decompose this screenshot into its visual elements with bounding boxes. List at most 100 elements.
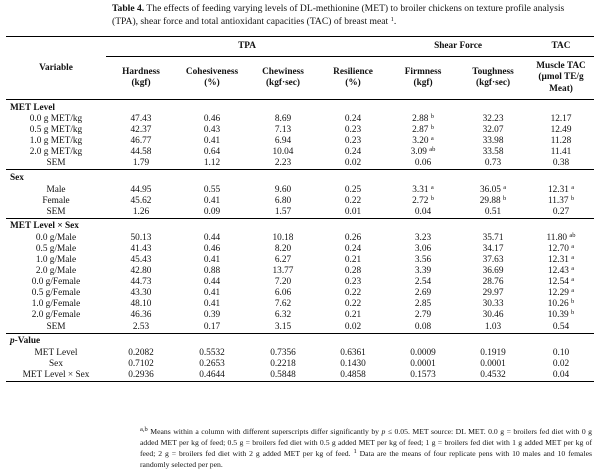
table-cell: 2.54 [414,277,432,288]
table-cell: 29.97 [482,288,504,299]
table-cell: 0.25 [344,184,362,195]
table-cell: 0.21 [344,254,362,265]
table-cell: 11.41 [550,147,572,158]
section-header: p-Value [6,332,595,348]
table-cell: 0.41 [203,195,221,206]
table-cell: 1.79 [132,158,150,169]
table-cell: 0.0001 [480,358,506,369]
caption-text: The effects of feeding varying levels of… [112,3,565,27]
table-cell: 0.2218 [270,358,296,369]
table-cell: 0.43 [203,125,221,136]
table-cell: 0.02 [344,158,362,169]
table-cell: 0.46 [203,114,221,125]
table-cell: 0.2936 [106,369,176,382]
table-cell: 2.69 [414,288,432,299]
header-column: Firmness (kgf) [388,56,459,100]
table-cell: 12.43 a [547,265,575,277]
table-cell: 46.36 [130,310,152,321]
table-row: SEM 1.26 0.09 1.57 0.01 0.04 0.51 0.27 [6,207,594,219]
significance-superscript: ab [569,231,576,239]
header-column: Cohesiveness (%) [176,56,248,100]
table-cell: 2.53 [132,321,150,332]
significance-superscript: a [571,253,575,261]
table-cell: 6.32 [274,310,292,321]
table-row: 2.0 g/Male 42.80 0.88 13.77 0.28 3.39 36.69 12.… [6,265,594,277]
table-cell: 0.41 [203,254,221,265]
table-cell: 1.03 [484,321,502,332]
row-label: 1.0 g/Female [31,299,81,310]
significance-superscript: b [430,194,434,202]
table-cell: 0.23 [344,277,362,288]
table-cell: 3.06 [414,243,432,254]
table-cell: 12.29 a [547,287,575,299]
table-cell: 0.26 [344,232,362,243]
section-title: MET Level [6,99,595,114]
section-header: MET Level [6,99,595,114]
table-cell: 13.77 [272,266,294,277]
table-row: 1.0 g MET/kg 46.77 0.41 6.94 0.23 3.20 a 33.98… [6,135,594,147]
row-label: 0.0 g MET/kg [29,114,83,125]
header-column-row: Hardness (kgf) Cohesiveness (%) Chewiness (kg… [6,56,595,100]
table-cell: 28.76 [482,277,504,288]
header-group-tac: TAC [528,36,595,57]
header-variable: Variable [6,36,106,100]
significance-superscript: ab [429,146,436,154]
table-row: 0.0 g/Female 44.73 0.44 7.20 0.23 2.54 28.76 12… [6,276,594,288]
table-row: 2.0 g MET/kg 44.58 0.64 10.04 0.24 3.09 ab 33.… [6,147,594,158]
table-row: 0.5 g/Male 41.43 0.46 8.20 0.24 3.06 34.17 12.7… [6,243,594,255]
row-label: 2.0 g/Male [35,266,77,277]
table-cell: 2.79 [414,310,432,321]
table-cell: 7.20 [274,277,292,288]
table-cell: 6.94 [274,136,292,147]
row-label: 0.0 g/Male [35,232,77,243]
table-row: 0.0 g/Male 50.13 0.44 10.18 0.26 3.23 35.71 11.… [6,231,594,244]
table-cell: 12.31 a [547,253,575,265]
table-cell: 3.20 a [412,135,434,147]
table-cell: 10.04 [272,147,294,158]
table-cell: 0.22 [344,195,362,206]
table-cell: 0.41 [203,299,221,310]
table-cell: 0.04 [414,206,432,217]
table-cell: 6.27 [274,254,292,265]
header-group-tpa: TPA [106,36,389,57]
table-cell: 32.07 [482,125,504,136]
table-cell: 46.77 [130,136,152,147]
significance-superscript: b [503,194,507,202]
significance-superscript: a [571,287,575,295]
table-cell: 0.27 [552,206,570,217]
table-cell: 0.55 [203,184,221,195]
table-row: 0.5 g MET/kg 42.37 0.43 7.13 0.23 2.87 b 32.07… [6,124,594,136]
significance-superscript: b [430,124,434,132]
table-cell: 0.24 [344,147,362,158]
significance-superscript: a [503,183,507,191]
significance-superscript: b [570,194,575,202]
table-cell: 0.4644 [176,369,248,382]
table-cell: 0.6361 [340,347,366,358]
table-cell: 0.09 [203,206,221,217]
table-cell: 2.87 b [412,124,434,136]
table-cell: 0.01 [344,206,362,217]
significance-superscript: a [571,276,575,284]
table-cell: 0.46 [203,243,221,254]
table-row: Female 45.62 0.41 6.80 0.22 2.72 b 29.88 b 11.3… [6,194,594,207]
table-row: Male 44.95 0.55 9.60 0.25 3.31 a 36.05 a 12.31 … [6,184,594,195]
table-cell: 1.26 [132,206,150,217]
table-cell: 2.85 [414,299,432,310]
table-cell: 0.5532 [199,347,225,358]
table-cell: 0.1919 [480,347,506,358]
row-label: 0.5 g/Male [35,243,77,254]
table-cell: 0.02 [552,358,570,369]
significance-superscript: a [571,183,575,191]
row-label: SEM [46,206,66,217]
table-cell: 0.44 [203,232,221,243]
table-cell: 47.43 [130,114,152,125]
section-header: Sex [6,169,595,185]
table-cell: 7.13 [274,125,292,136]
table-cell: 3.31 a [412,183,434,195]
table-cell: 0.44 [203,277,221,288]
significance-superscript: b [430,113,434,121]
table-cell: 0.7356 [270,347,296,358]
table-cell: 7.62 [274,299,292,310]
table-cell: 0.28 [344,266,362,277]
significance-superscript: b [571,298,575,306]
